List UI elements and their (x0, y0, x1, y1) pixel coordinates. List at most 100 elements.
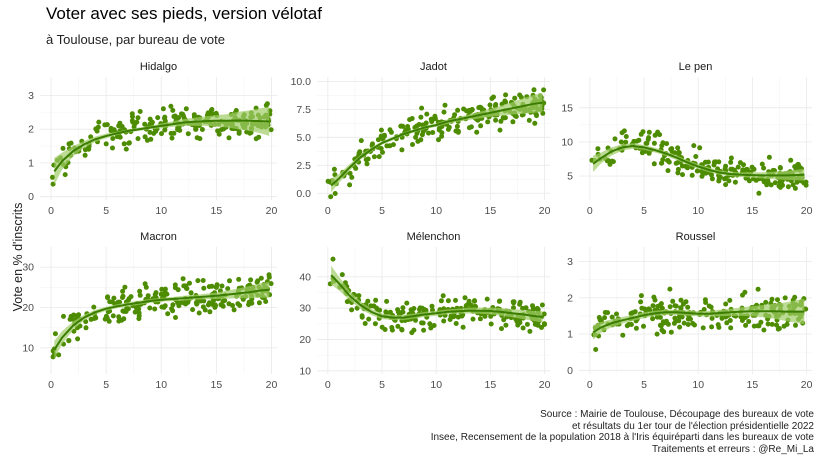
facet-panel: Macron 0 5 10 15 20 10 20 30 (22, 231, 277, 391)
y-tick-label: 5 (567, 171, 573, 183)
data-point (136, 313, 142, 319)
data-point (168, 103, 174, 109)
data-point (160, 106, 166, 112)
data-point (605, 310, 611, 316)
data-point (88, 316, 94, 322)
data-point (749, 164, 755, 170)
data-point (430, 130, 436, 135)
data-point (663, 318, 669, 324)
data-point (121, 309, 127, 314)
data-point (741, 162, 746, 168)
data-point (165, 311, 171, 317)
data-point (122, 284, 128, 290)
x-tick-label: 5 (103, 379, 109, 391)
data-point (135, 115, 141, 121)
data-point (623, 134, 629, 139)
data-point (755, 286, 761, 292)
x-tick-label: 10 (430, 205, 442, 217)
data-point (162, 127, 168, 133)
data-point (268, 127, 274, 133)
data-point (785, 184, 791, 190)
data-point (772, 180, 778, 186)
data-point (258, 275, 264, 281)
data-point (677, 324, 683, 330)
data-point (121, 316, 127, 322)
data-point (121, 141, 127, 147)
data-point (407, 117, 413, 123)
data-point (477, 104, 483, 110)
data-point (219, 283, 225, 289)
x-tick-label: 20 (801, 379, 813, 391)
data-point (639, 305, 645, 311)
data-point (418, 114, 424, 120)
data-point (384, 298, 390, 304)
data-point (365, 156, 371, 162)
y-tick-label: 40 (299, 271, 311, 283)
data-point (104, 122, 110, 128)
data-point (398, 123, 404, 129)
data-point (763, 299, 769, 305)
data-point (170, 107, 176, 113)
data-point (426, 130, 431, 136)
data-point (439, 133, 445, 139)
x-tick-label: 10 (155, 205, 167, 217)
data-point (468, 124, 474, 130)
data-point (716, 178, 722, 184)
x-tick-label: 15 (485, 205, 497, 217)
data-point (413, 134, 419, 140)
data-point (464, 108, 469, 114)
data-point (168, 130, 174, 136)
data-point (103, 141, 109, 147)
data-point (673, 160, 679, 166)
data-point (685, 165, 690, 171)
data-point (534, 113, 539, 119)
data-point (404, 300, 410, 306)
data-point (466, 298, 472, 304)
data-point (618, 139, 624, 145)
data-point (116, 123, 122, 129)
data-point (92, 314, 98, 320)
data-point (709, 315, 715, 321)
data-point (152, 292, 158, 298)
data-point (665, 168, 671, 174)
data-point (413, 317, 418, 323)
confidence-ribbon (593, 143, 805, 181)
data-point (371, 154, 377, 160)
data-point (612, 136, 618, 142)
data-point (131, 124, 137, 130)
data-point (496, 298, 502, 304)
y-tick-label: 5.0 (296, 132, 311, 144)
data-point (624, 323, 630, 329)
x-tick-label: 15 (747, 379, 759, 391)
data-point (364, 161, 370, 167)
data-point (417, 305, 423, 311)
data-point (420, 320, 426, 326)
facet-panel: Le pen 0 5 10 15 20 5 10 15 (561, 61, 812, 217)
data-point (137, 288, 143, 294)
data-point (669, 146, 675, 152)
data-point (356, 293, 362, 299)
data-point (129, 118, 135, 124)
confidence-ribbon (331, 93, 543, 193)
x-tick-label: 0 (325, 379, 331, 391)
data-point (728, 325, 734, 331)
data-point (332, 191, 338, 196)
data-point (75, 336, 81, 342)
data-point (94, 128, 100, 134)
x-tick-label: 5 (641, 205, 647, 217)
x-tick-label: 15 (211, 379, 223, 391)
data-point (190, 307, 196, 313)
facet-panel: Roussel 0 5 10 15 20 0 1 2 3 (567, 231, 812, 391)
data-point (690, 321, 696, 326)
data-point (705, 159, 711, 165)
data-point (216, 131, 222, 137)
data-point (82, 147, 88, 153)
x-tick-label: 5 (379, 379, 385, 391)
data-point (155, 115, 161, 121)
data-point (746, 319, 752, 324)
y-tick-label: 10 (22, 342, 34, 354)
data-point (429, 303, 435, 309)
data-point (213, 284, 219, 290)
data-point (745, 167, 750, 173)
confidence-ribbon (331, 265, 543, 323)
